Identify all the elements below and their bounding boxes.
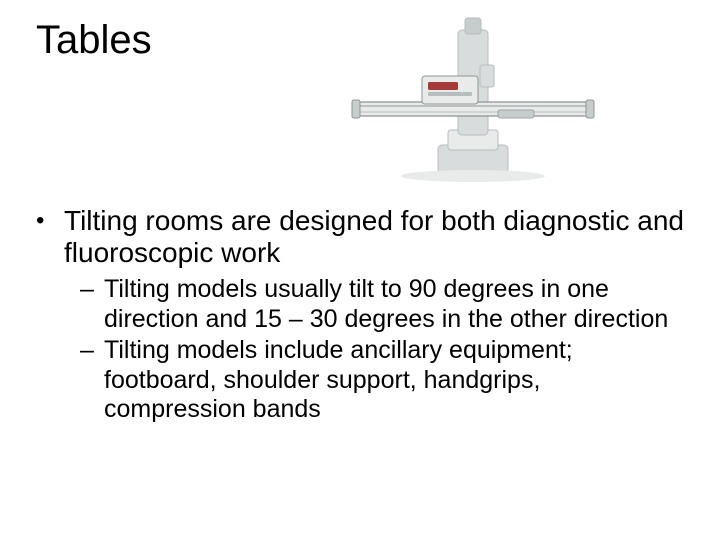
- slide-title: Tables: [36, 18, 152, 63]
- subbullet-text: Tilting models include ancillary equipme…: [104, 336, 684, 425]
- dash-marker: –: [80, 336, 104, 425]
- dash-marker: –: [80, 275, 104, 334]
- slide: Tables: [0, 0, 720, 540]
- bullet-level2: – Tilting models include ancillary equip…: [80, 336, 684, 425]
- tilting-table-icon: [330, 10, 610, 185]
- bullet-level1: • Tilting rooms are designed for both di…: [36, 205, 684, 269]
- subbullet-text: Tilting models usually tilt to 90 degree…: [104, 275, 684, 334]
- bullet-list: • Tilting rooms are designed for both di…: [36, 205, 684, 425]
- bullet-marker: •: [36, 205, 64, 269]
- bullet-text: Tilting rooms are designed for both diag…: [64, 205, 684, 269]
- equipment-figure: [330, 10, 610, 185]
- bullet-level2: – Tilting models usually tilt to 90 degr…: [80, 275, 684, 334]
